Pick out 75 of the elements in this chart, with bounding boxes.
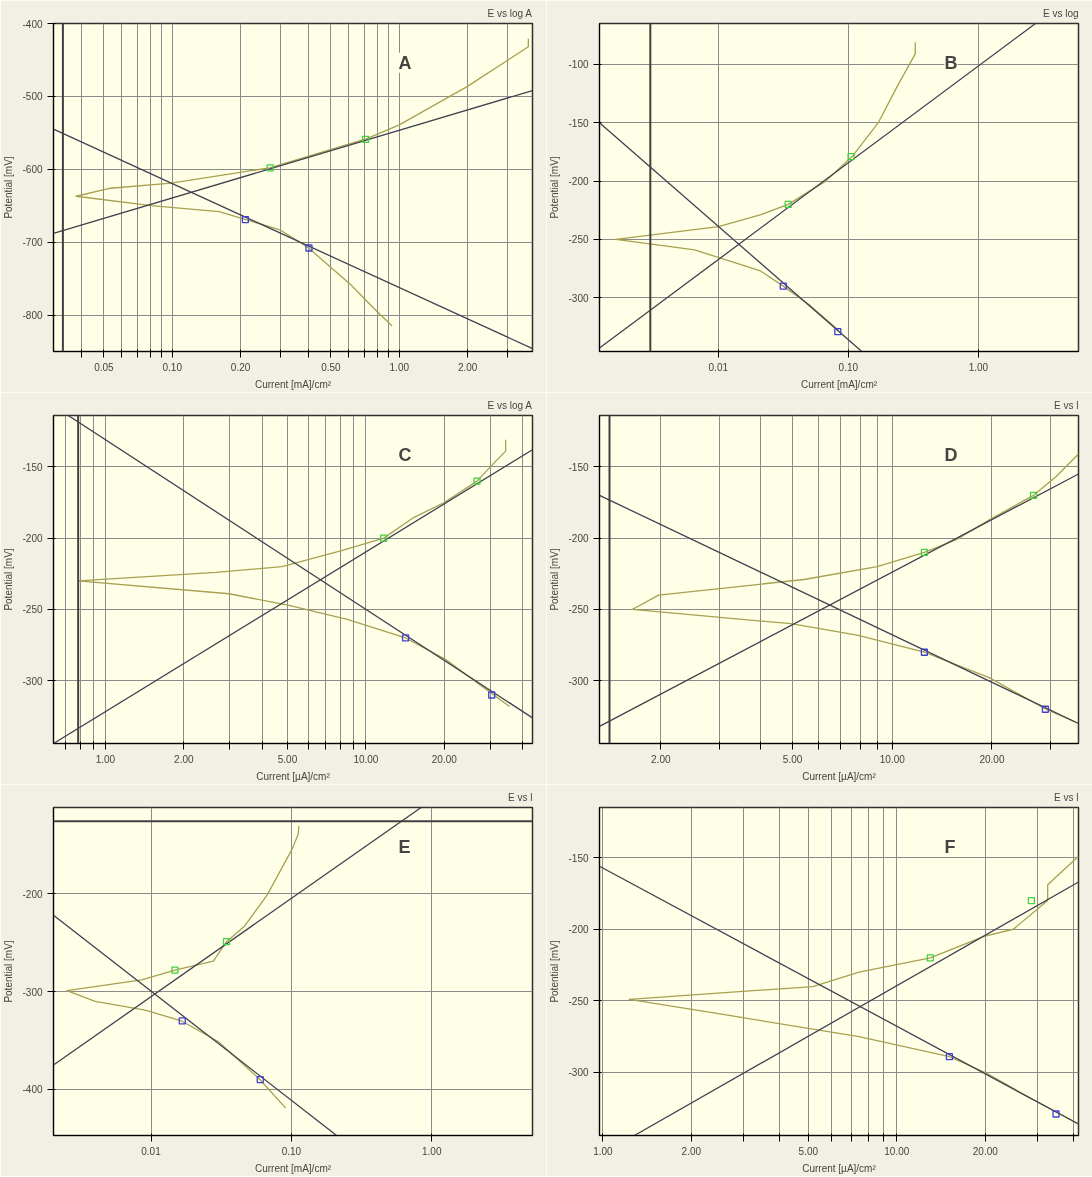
x-tick-label: 0.10 [162, 361, 183, 373]
y-tick-label: -200 [568, 533, 589, 545]
x-tick-label: 0.50 [321, 361, 342, 373]
y-tick-label: -250 [568, 234, 589, 246]
annotation: E [398, 836, 411, 857]
y-tick-label: -200 [22, 888, 43, 900]
x-tick-label: 1.00 [389, 361, 410, 373]
x-tick-label: 0.01 [141, 1145, 162, 1157]
y-axis-title: Potential [mV] [549, 548, 561, 611]
x-tick-label: 10.00 [879, 753, 906, 765]
x-tick-label: 0.10 [281, 1145, 302, 1157]
x-tick-label: 0.05 [94, 361, 115, 373]
y-tick-label: -150 [568, 117, 589, 129]
x-tick-label: 5.00 [277, 753, 298, 765]
x-tick-label: 0.20 [230, 361, 251, 373]
y-tick-label: -300 [22, 675, 43, 687]
annotation: D [944, 444, 958, 465]
annotation: C [398, 444, 412, 465]
y-tick-label: -600 [22, 164, 43, 176]
x-tick-label: 10.00 [884, 1145, 910, 1157]
y-tick-label: -250 [22, 604, 43, 616]
y-tick-label: -300 [568, 675, 589, 687]
x-axis-title: Current [mA]/cm² [254, 1162, 332, 1174]
x-tick-label: 1.00 [422, 1145, 442, 1157]
y-tick-label: -150 [22, 461, 43, 473]
y-axis-title: Potential [mV] [3, 156, 15, 219]
y-tick-label: -500 [22, 91, 43, 103]
chart-title: E vs l [1054, 399, 1079, 411]
x-tick-label: 10.00 [353, 753, 379, 765]
y-tick-label: -300 [22, 986, 43, 998]
y-axis-title: Potential [mV] [549, 940, 561, 1003]
x-tick-label: 1.00 [593, 1145, 614, 1157]
x-tick-label: 2.00 [174, 753, 194, 765]
y-axis-title: Potential [mV] [3, 940, 15, 1003]
x-axis-title: Current [mA]/cm² [800, 378, 878, 390]
y-tick-label: -150 [568, 852, 589, 864]
y-tick-label: -250 [568, 995, 589, 1007]
y-tick-label: -400 [22, 18, 43, 30]
chart-title: E vs l [508, 791, 533, 803]
x-tick-label: 2.00 [457, 361, 478, 373]
y-tick-label: -300 [568, 292, 589, 304]
chart-title: E vs log A [487, 399, 533, 411]
y-tick-label: -300 [568, 1067, 589, 1079]
y-tick-label: -100 [568, 59, 589, 71]
annotation: B [944, 52, 958, 73]
x-tick-label: 0.10 [838, 361, 859, 373]
x-tick-label: 2.00 [651, 753, 671, 765]
y-tick-label: -200 [568, 924, 589, 936]
x-tick-label: 1.00 [95, 753, 116, 765]
chart-title: E vs log [1042, 7, 1079, 19]
y-axis-title: Potential [mV] [3, 548, 15, 611]
y-tick-label: -250 [568, 604, 589, 616]
x-tick-label: 5.00 [798, 1145, 819, 1157]
x-tick-label: 20.00 [972, 1145, 999, 1157]
chart-title: E vs l [1054, 791, 1079, 803]
x-tick-label: 1.00 [968, 361, 989, 373]
annotation: A [398, 52, 412, 73]
x-tick-label: 2.00 [681, 1145, 702, 1157]
y-axis-title: Potential [mV] [549, 156, 561, 219]
x-axis-title: Current [µA]/cm² [802, 770, 877, 782]
x-tick-label: 20.00 [979, 753, 1005, 765]
x-tick-label: 0.01 [708, 361, 729, 373]
x-tick-label: 5.00 [782, 753, 803, 765]
y-tick-label: -800 [22, 310, 43, 322]
x-axis-title: Current [µA]/cm² [802, 1162, 877, 1174]
annotation: F [944, 836, 956, 857]
y-tick-label: -200 [22, 533, 43, 545]
y-tick-label: -150 [568, 461, 589, 473]
y-tick-label: -400 [22, 1084, 43, 1096]
chart-title: E vs log A [487, 7, 533, 19]
x-tick-label: 20.00 [431, 753, 458, 765]
y-tick-label: -200 [568, 176, 589, 188]
x-axis-title: Current [mA]/cm² [254, 378, 332, 390]
y-tick-label: -700 [22, 237, 43, 249]
x-axis-title: Current [µA]/cm² [256, 770, 331, 782]
